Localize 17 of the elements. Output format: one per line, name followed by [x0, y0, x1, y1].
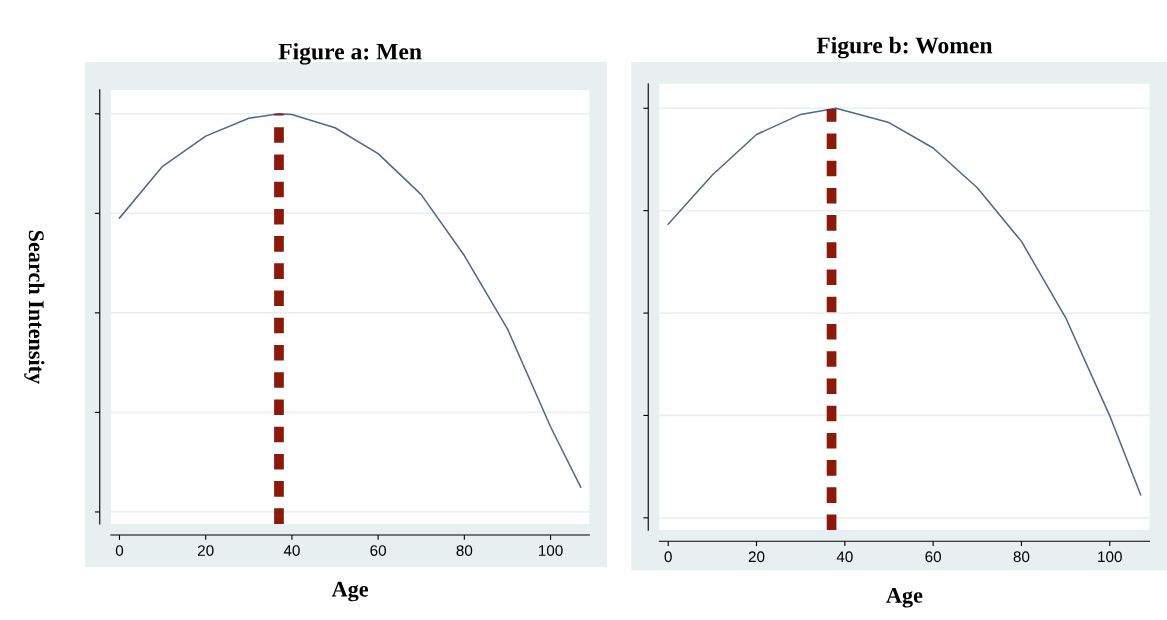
x-axis-title: Age [886, 587, 923, 608]
x-tick-label: 60 [370, 545, 387, 556]
chart-title: Figure a: Men [278, 42, 422, 65]
x-tick-label: 0 [115, 545, 124, 556]
x-tick-label: 80 [456, 545, 473, 556]
x-tick-label: 60 [925, 551, 942, 563]
x-axis-title: Age [331, 581, 369, 602]
x-tick-label: 40 [283, 545, 300, 556]
y-axis-title: Search Intensity [24, 230, 45, 384]
x-tick-label: 80 [1013, 551, 1030, 563]
x-tick-label: 20 [748, 551, 765, 563]
chart-title: Figure b: Women [816, 36, 993, 59]
x-tick-label: 20 [197, 545, 214, 556]
x-tick-label: 40 [836, 551, 853, 563]
x-tick-label: 100 [538, 545, 563, 556]
x-tick-label: 100 [1098, 551, 1122, 563]
x-tick-label: 0 [664, 551, 672, 563]
